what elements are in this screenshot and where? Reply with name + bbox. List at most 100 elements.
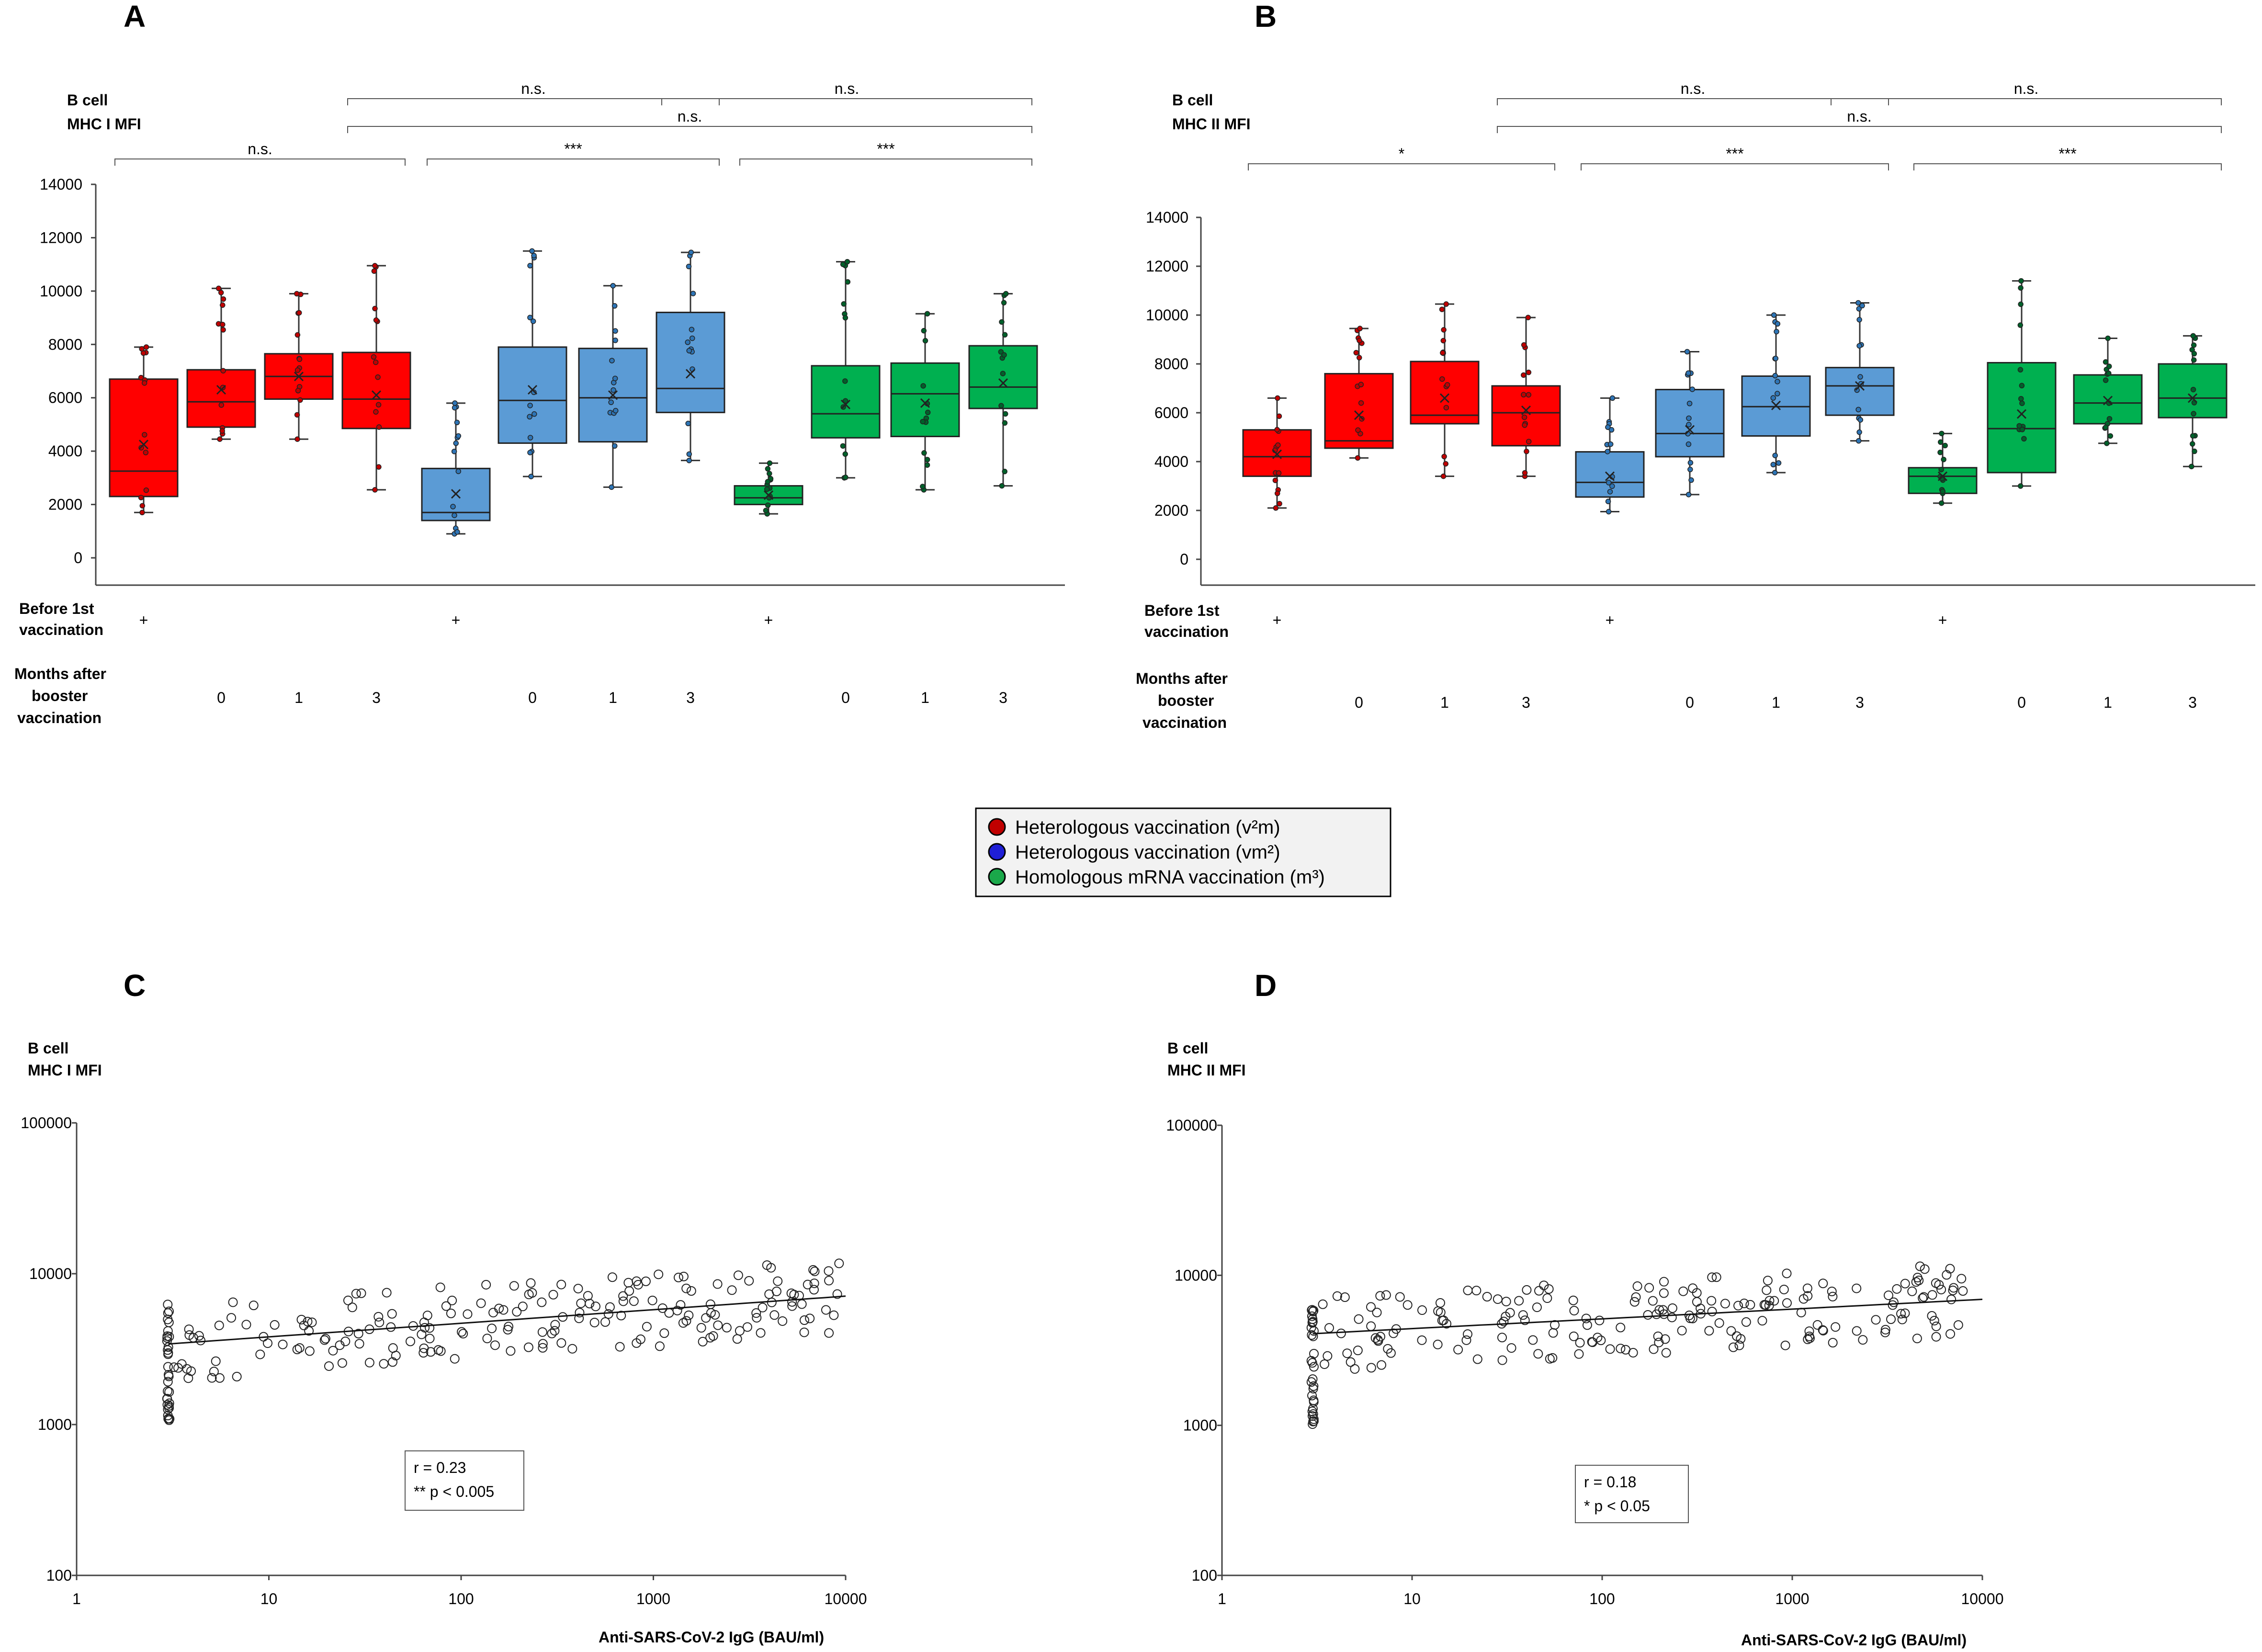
y-tick-label: 12000 <box>40 229 82 246</box>
data-point <box>2192 448 2197 454</box>
data-point <box>1443 301 1449 307</box>
data-point <box>503 1324 513 1335</box>
data-point <box>607 1272 617 1282</box>
data-point <box>435 1282 445 1292</box>
data-point <box>1309 1362 1319 1372</box>
data-point <box>1643 1310 1653 1320</box>
data-point <box>1581 1313 1591 1324</box>
data-point <box>1505 1308 1515 1318</box>
data-point <box>1357 355 1362 361</box>
data-point <box>371 354 377 360</box>
data-point <box>1886 1314 1896 1324</box>
data-point <box>1946 1294 1957 1304</box>
data-point <box>532 411 537 417</box>
data-point <box>1828 1338 1838 1348</box>
data-point <box>556 1338 566 1348</box>
data-point <box>654 1269 664 1279</box>
data-point <box>615 1342 625 1352</box>
data-point <box>1307 1318 1317 1328</box>
data-point <box>255 1349 265 1359</box>
data-point <box>1728 1342 1738 1352</box>
data-point <box>1461 1335 1471 1345</box>
data-point <box>1888 1300 1898 1310</box>
data-point <box>1772 470 1778 475</box>
data-point <box>1852 1326 1862 1336</box>
data-point <box>163 1362 173 1372</box>
month-label: 3 <box>1855 694 1864 711</box>
data-point <box>1441 327 1447 333</box>
data-point <box>1915 1261 1925 1271</box>
data-point <box>1528 1335 1538 1345</box>
stats-r-value: r = 0.18 <box>1584 1473 1636 1491</box>
data-point <box>1770 462 1776 468</box>
mean-marker <box>371 390 382 400</box>
data-point <box>1939 430 1945 437</box>
data-point <box>647 1295 657 1305</box>
data-point <box>373 409 379 415</box>
data-point <box>1506 1343 1516 1353</box>
data-point <box>143 487 149 493</box>
data-point <box>676 1300 686 1310</box>
stats-box <box>405 1450 524 1511</box>
data-point <box>1852 1283 1862 1293</box>
before-vaccination-mark: + <box>452 611 461 629</box>
month-label: 0 <box>841 689 850 706</box>
data-point <box>1595 1315 1605 1325</box>
data-point <box>1818 1279 1828 1289</box>
data-point <box>767 1297 777 1307</box>
data-point <box>1628 1347 1638 1358</box>
data-point <box>527 414 532 420</box>
legend-box <box>975 807 1391 897</box>
data-point <box>1957 1274 1967 1284</box>
data-point <box>809 1285 819 1295</box>
data-point <box>451 449 457 454</box>
data-point <box>1002 468 1007 475</box>
data-point <box>1545 1354 1555 1364</box>
data-point <box>364 1358 374 1368</box>
data-point <box>375 402 382 408</box>
before-vaccination-mark: + <box>1606 611 1615 629</box>
panel-letter: D <box>1255 968 1277 1003</box>
data-point <box>1856 343 1862 349</box>
data-point <box>164 1306 174 1316</box>
data-point <box>1855 438 1862 444</box>
data-point <box>373 359 379 365</box>
data-point <box>373 1312 384 1322</box>
data-point <box>207 1373 217 1383</box>
y-axis-label-line1: B cell <box>28 1040 68 1057</box>
data-point <box>616 1311 626 1321</box>
data-point <box>710 1310 720 1320</box>
data-point <box>488 1308 498 1318</box>
data-point <box>2107 433 2114 439</box>
mean-marker <box>2103 396 2113 406</box>
data-point <box>1880 1324 1890 1335</box>
y-axis-label-line2: MHC I MFI <box>67 115 141 133</box>
data-point <box>2191 342 2197 348</box>
data-point <box>523 1342 533 1352</box>
data-point <box>1377 1360 1387 1370</box>
row-label-before-line1: Before 1st <box>1144 602 1220 619</box>
data-point <box>452 400 458 406</box>
data-point <box>799 1327 809 1337</box>
data-point <box>611 303 618 309</box>
data-point <box>164 1387 174 1397</box>
data-point <box>698 1336 708 1346</box>
data-point <box>163 1300 173 1310</box>
data-point <box>1472 1354 1482 1364</box>
month-label: 3 <box>686 689 695 706</box>
y-tick-label: 100000 <box>1166 1117 1217 1134</box>
data-point <box>1605 449 1610 454</box>
mean-marker <box>1855 381 1865 391</box>
data-point <box>305 1346 315 1356</box>
data-point <box>1357 338 1362 343</box>
y-axis-label-line2: MHC I MFI <box>28 1062 102 1079</box>
data-point <box>925 409 931 416</box>
y-tick-label: 6000 <box>1154 404 1188 421</box>
data-point <box>294 412 300 418</box>
data-point <box>1534 1286 1544 1296</box>
data-point <box>1687 460 1694 466</box>
data-point <box>1493 1294 1503 1304</box>
data-point <box>1539 1280 1549 1290</box>
